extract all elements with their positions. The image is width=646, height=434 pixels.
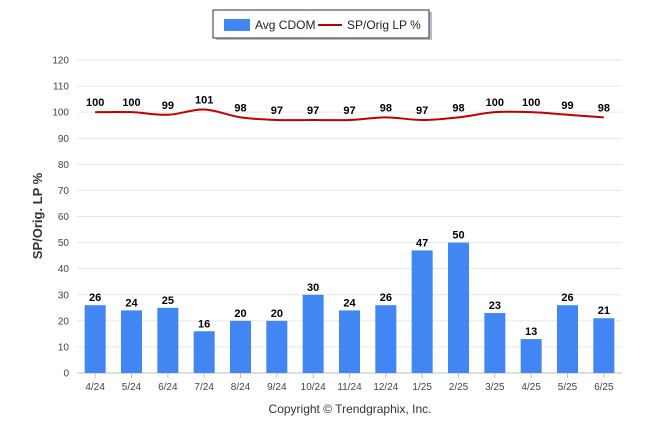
x-tick-label: 4/24 xyxy=(85,382,105,393)
bar-avg-cdom xyxy=(266,320,288,373)
bar-avg-cdom xyxy=(593,318,615,373)
y-tick-label: 90 xyxy=(58,134,70,145)
copyright-text: Copyright © Trendgraphix, Inc. xyxy=(269,402,432,416)
line-data-label: 100 xyxy=(122,97,140,109)
line-data-label: 100 xyxy=(522,97,540,109)
bar-avg-cdom xyxy=(230,320,251,373)
legend-bar-swatch xyxy=(224,19,250,31)
bar-avg-cdom xyxy=(520,339,542,373)
axis-layer: 0 10 20 30 40 50 60 70 80 90 100 110 120 4/24 5/24 6/24… xyxy=(52,56,614,394)
x-tick-label: 1/25 xyxy=(412,382,432,393)
label-layer: 26 24 25 16 20 20 30 24 26 47 50 23 13 26 21 100 100 99 10… xyxy=(86,95,610,339)
bar-data-label: 26 xyxy=(380,292,392,304)
x-tick-label: 12/24 xyxy=(373,382,398,393)
x-tick-label: 10/24 xyxy=(301,382,326,393)
x-tick-label: 2/25 xyxy=(449,382,469,393)
line-data-label: 98 xyxy=(598,102,610,114)
y-tick-label: 40 xyxy=(58,264,70,275)
bar-data-label: 20 xyxy=(271,308,283,320)
bar-data-label: 13 xyxy=(525,326,537,338)
y-tick-label: 60 xyxy=(58,212,70,223)
bar-avg-cdom xyxy=(557,305,578,373)
y-tick-label: 50 xyxy=(58,238,70,249)
y-tick-label: 70 xyxy=(58,186,70,197)
y-tick-label: 20 xyxy=(58,316,70,327)
y-axis-title: SP/Orig. LP % xyxy=(30,172,45,259)
bar-data-label: 23 xyxy=(489,300,501,312)
line-data-label: 98 xyxy=(452,102,464,114)
bar-data-label: 21 xyxy=(598,305,610,317)
bar-data-label: 50 xyxy=(452,230,464,242)
bar-avg-cdom xyxy=(193,331,215,373)
y-tick-label: 10 xyxy=(58,342,70,353)
bar-data-label: 26 xyxy=(89,292,101,304)
line-data-label: 100 xyxy=(486,97,504,109)
x-tick-label: 7/24 xyxy=(194,382,214,393)
legend-label-line: SP/Orig LP % xyxy=(347,18,421,32)
x-tick-label: 6/24 xyxy=(158,382,178,393)
line-data-label: 98 xyxy=(380,102,392,114)
bar-avg-cdom xyxy=(375,305,397,373)
line-data-label: 97 xyxy=(307,105,319,117)
bar-avg-cdom xyxy=(339,310,360,373)
line-data-label: 97 xyxy=(343,105,355,117)
line-data-label: 98 xyxy=(234,102,246,114)
bar-data-label: 30 xyxy=(307,282,319,294)
y-tick-label: 100 xyxy=(52,108,69,119)
line-sp-orig-lp xyxy=(95,108,604,122)
line-layer xyxy=(95,108,604,122)
bar-data-label: 24 xyxy=(343,297,356,309)
x-tick-label: 9/24 xyxy=(267,382,287,393)
bar-avg-cdom xyxy=(448,242,469,373)
bar-avg-cdom xyxy=(84,305,106,373)
bar-avg-cdom xyxy=(157,307,179,373)
bar-data-label: 16 xyxy=(198,318,210,330)
bar-avg-cdom xyxy=(121,310,142,373)
legend: Avg CDOM SP/Orig LP % xyxy=(212,9,432,40)
y-tick-label: 80 xyxy=(58,160,70,171)
x-tick-label: 5/24 xyxy=(122,382,142,393)
bar-data-label: 47 xyxy=(416,237,428,249)
line-data-label: 100 xyxy=(86,97,104,109)
bar-data-label: 25 xyxy=(162,295,174,307)
bar-avg-cdom xyxy=(302,294,324,373)
y-tick-label: 120 xyxy=(52,56,69,67)
bar-data-label: 24 xyxy=(125,297,138,309)
legend-label-bar: Avg CDOM xyxy=(255,18,315,32)
bar-data-label: 26 xyxy=(561,292,573,304)
line-data-label: 99 xyxy=(162,100,174,112)
y-tick-label: 110 xyxy=(53,82,69,93)
x-tick-label: 5/25 xyxy=(558,382,578,393)
line-data-label: 97 xyxy=(271,105,283,117)
y-tick-label: 30 xyxy=(58,290,70,301)
x-tick-label: 3/25 xyxy=(485,382,505,393)
line-data-label: 99 xyxy=(561,100,573,112)
bar-data-label: 20 xyxy=(234,308,246,320)
line-data-label: 101 xyxy=(195,95,213,107)
x-tick-label: 6/25 xyxy=(594,382,614,393)
y-tick-label: 0 xyxy=(63,369,69,380)
x-tick-label: 11/24 xyxy=(337,382,362,393)
x-tick-label: 4/25 xyxy=(521,382,541,393)
line-data-label: 97 xyxy=(416,105,428,117)
x-tick-label: 8/24 xyxy=(231,382,251,393)
bar-layer xyxy=(84,242,615,373)
bar-avg-cdom xyxy=(484,313,506,373)
bar-avg-cdom xyxy=(411,250,433,373)
